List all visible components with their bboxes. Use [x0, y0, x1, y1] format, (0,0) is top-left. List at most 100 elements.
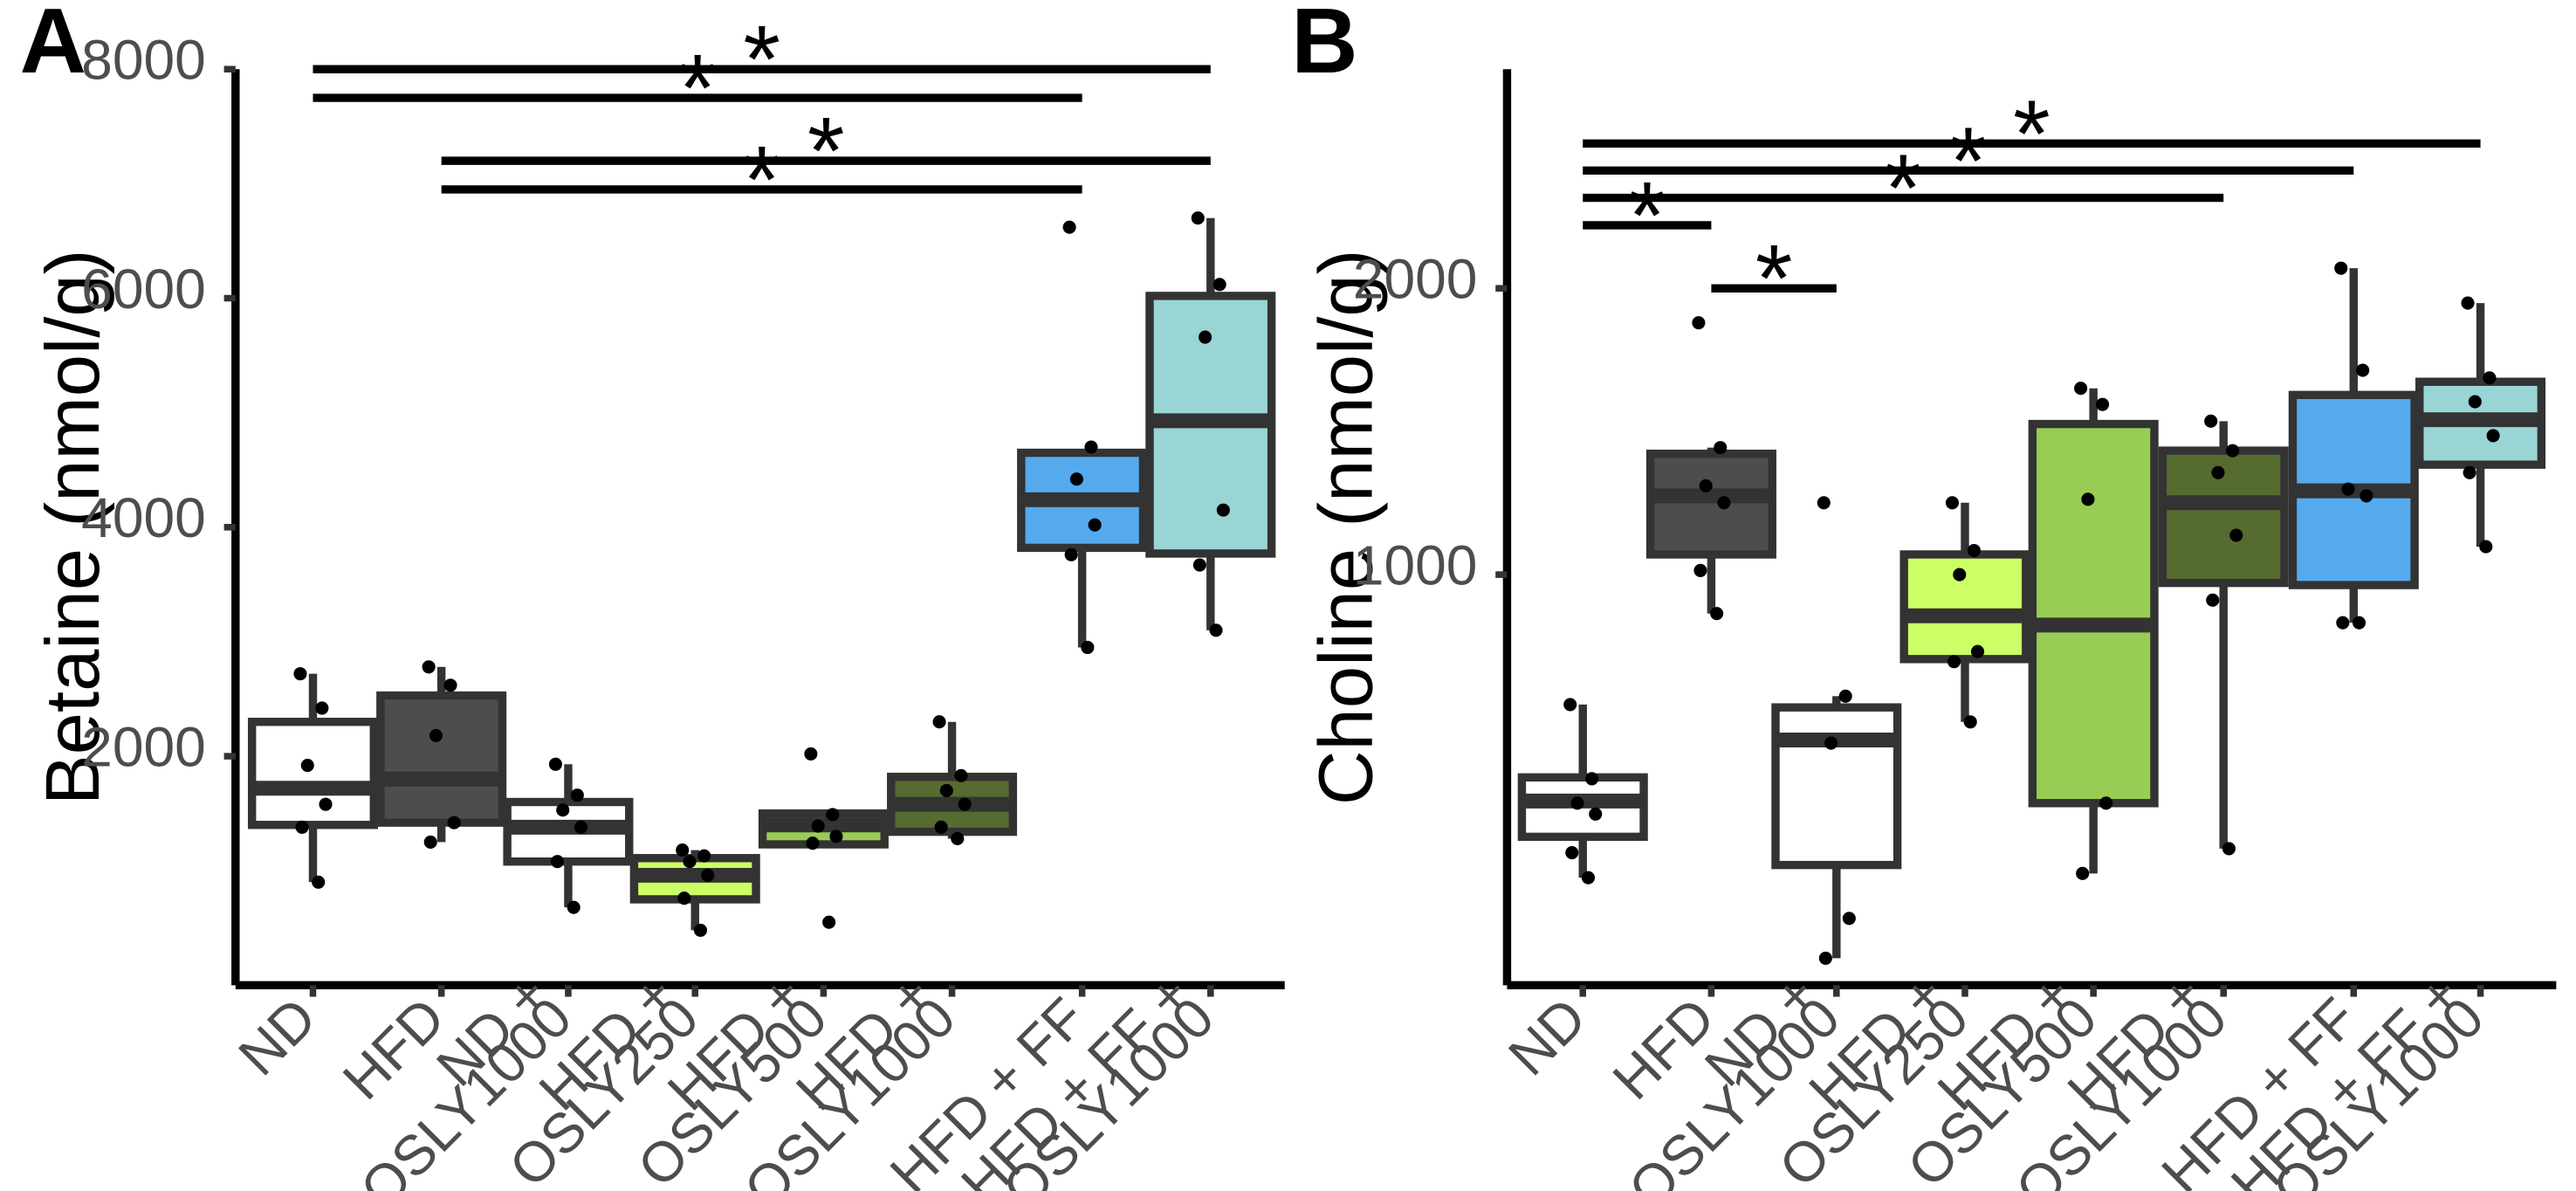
data-point [2352, 616, 2366, 630]
data-point [2206, 593, 2220, 607]
data-point [932, 715, 946, 729]
box [1899, 550, 2030, 664]
data-point [2222, 842, 2236, 856]
data-point [300, 758, 314, 773]
y-axis-title: Betaine (nmol/g) [31, 249, 115, 805]
data-point [1838, 689, 1852, 703]
data-point [2468, 395, 2482, 409]
data-point [1199, 330, 1212, 344]
data-point [2081, 492, 2095, 506]
data-point [2074, 382, 2088, 396]
data-point [2229, 528, 2243, 542]
data-point [2076, 866, 2090, 880]
data-point [1565, 845, 1579, 860]
data-point [293, 667, 307, 681]
data-point [693, 923, 708, 937]
data-point [934, 820, 948, 834]
data-point [1585, 772, 1599, 786]
data-point [556, 803, 570, 817]
data-point [677, 892, 691, 905]
data-point [697, 849, 711, 863]
significance-label: * [1629, 162, 1666, 269]
data-point [676, 843, 690, 857]
significance-label: * [679, 35, 717, 141]
data-point [1570, 796, 1584, 810]
data-point [319, 797, 333, 811]
data-point [2334, 261, 2348, 275]
data-point [312, 875, 326, 889]
data-point [443, 678, 457, 692]
significance-label: * [1885, 135, 1922, 242]
data-point [1191, 211, 1205, 225]
data-point [1064, 547, 1078, 561]
data-point [1714, 441, 1728, 455]
x-tick-label: ND [1496, 986, 1597, 1087]
data-point [1967, 543, 1981, 558]
significance-label: * [1755, 226, 1793, 333]
data-point [1088, 518, 1102, 532]
data-point [1947, 655, 1961, 669]
data-point [826, 808, 840, 822]
data-point [2226, 444, 2240, 458]
data-point [1069, 472, 1083, 486]
y-tick-label: 4000 [81, 486, 206, 549]
panel-letter: B [1291, 0, 1357, 93]
data-point [2095, 397, 2110, 411]
data-point [1970, 644, 1985, 658]
data-point [2204, 414, 2218, 428]
box [376, 691, 507, 827]
box [247, 717, 379, 830]
data-point [804, 747, 818, 761]
data-point [2483, 371, 2497, 385]
data-point [1209, 623, 1223, 637]
data-point [1818, 951, 1832, 965]
y-tick-label: 2000 [81, 715, 206, 778]
data-point [811, 819, 825, 833]
data-point [2099, 796, 2113, 810]
data-point [1699, 478, 1713, 492]
y-tick-label: 8000 [81, 29, 206, 92]
significance-label: * [743, 127, 780, 233]
data-point [295, 820, 309, 834]
y-axis-title: Choline (nmol/g) [1304, 249, 1389, 805]
data-point [574, 820, 588, 834]
data-point [954, 768, 968, 782]
panel-letter: A [20, 0, 86, 93]
data-point [1692, 316, 1706, 330]
data-point [829, 830, 843, 843]
data-point [1817, 496, 1831, 510]
data-point [2461, 296, 2475, 310]
data-point [2360, 489, 2373, 503]
data-point [822, 915, 836, 929]
data-point [1062, 220, 1076, 234]
data-point [423, 835, 437, 849]
data-point [1581, 871, 1596, 885]
data-point [1824, 736, 1838, 750]
data-point [1945, 496, 1960, 510]
data-point [1953, 568, 1967, 582]
data-point [2486, 429, 2500, 443]
y-tick-label: 2000 [1353, 248, 1478, 311]
data-point [567, 900, 580, 914]
data-point [2211, 465, 2225, 479]
data-point [1084, 440, 1098, 454]
data-point [2479, 540, 2493, 554]
data-point [683, 855, 697, 869]
data-point [1081, 640, 1095, 655]
x-tick-label: ND [227, 986, 328, 1087]
x-tick-label-line: ND [1496, 986, 1597, 1087]
data-point [548, 757, 562, 771]
data-point [939, 783, 953, 797]
data-point [806, 836, 820, 850]
data-point [951, 831, 965, 846]
data-point [2463, 465, 2476, 479]
data-point [1717, 496, 1731, 510]
data-point [1216, 503, 1230, 517]
y-tick-label: 1000 [1353, 534, 1478, 596]
x-tick-label-line: ND [227, 986, 328, 1087]
data-point [958, 797, 972, 811]
data-point [422, 660, 436, 674]
box [1645, 449, 1776, 559]
